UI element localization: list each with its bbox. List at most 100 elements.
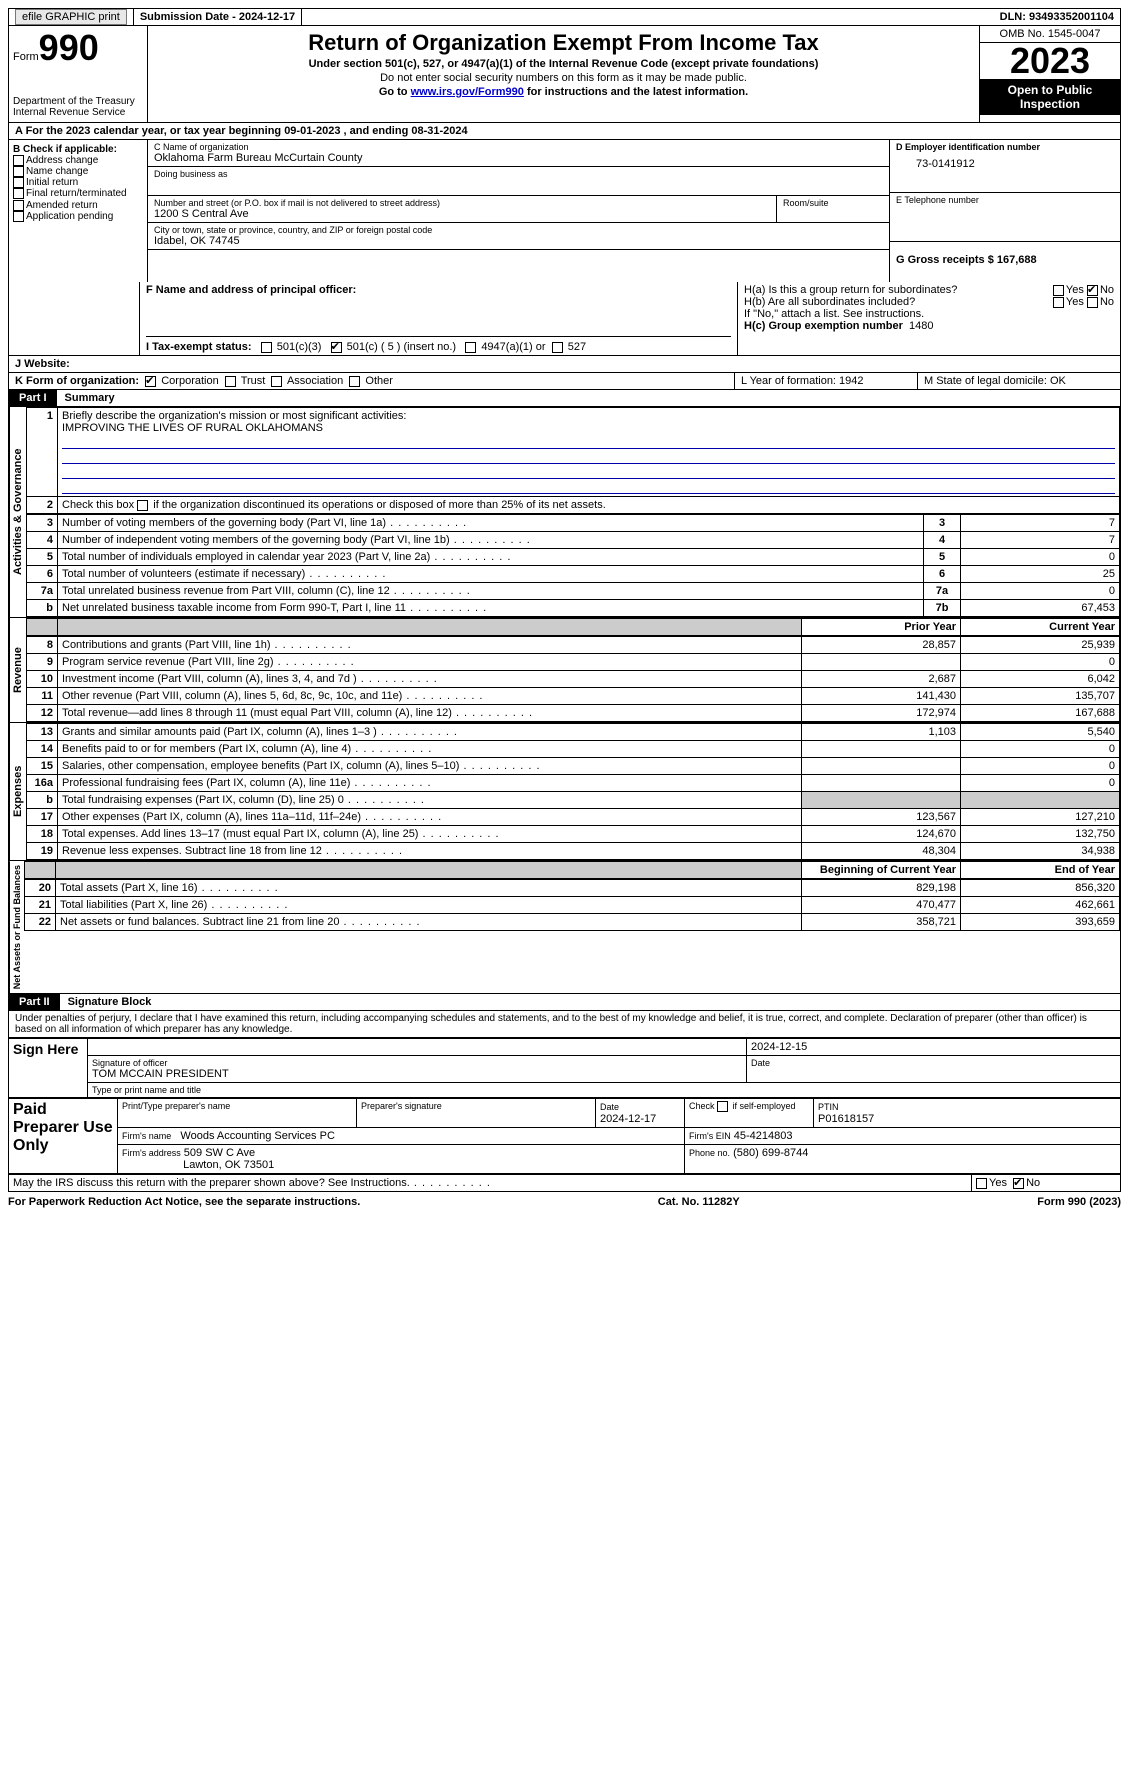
section-governance: Activities & Governance 1 Briefly descri…	[8, 407, 1121, 618]
data-row: 18Total expenses. Add lines 13–17 (must …	[27, 826, 1120, 843]
q1-label: Briefly describe the organization's miss…	[62, 410, 406, 422]
type-label: Type or print name and title	[88, 1083, 1121, 1098]
checkbox-trust[interactable]	[225, 376, 236, 387]
firm-addr2: Lawton, OK 73501	[183, 1159, 274, 1171]
submission-date: Submission Date - 2024-12-17	[134, 9, 302, 25]
checkbox-hb-yes[interactable]	[1053, 297, 1064, 308]
data-row: 12Total revenue—add lines 8 through 11 (…	[27, 705, 1120, 722]
footer-mid: Cat. No. 11282Y	[658, 1196, 740, 1208]
firm-name: Woods Accounting Services PC	[180, 1130, 334, 1142]
tax-year: 2023	[980, 43, 1120, 79]
box-j: J Website:	[9, 356, 1120, 372]
data-row: 20Total assets (Part X, line 16)829,1988…	[25, 880, 1120, 897]
gov-row: bNet unrelated business taxable income f…	[27, 600, 1120, 617]
sig-date: 2024-12-15	[747, 1039, 1121, 1056]
data-row: bTotal fundraising expenses (Part IX, co…	[27, 792, 1120, 809]
box-b-title: B Check if applicable:	[13, 144, 143, 155]
checkbox-discontinued[interactable]	[137, 500, 148, 511]
col-prior: Prior Year	[802, 619, 961, 636]
q2-label: Check this box if the organization disco…	[58, 497, 1120, 514]
part1-header: Part I Summary	[8, 390, 1121, 407]
gov-row: 3Number of voting members of the governi…	[27, 515, 1120, 532]
section-netassets: Net Assets or Fund Balances Beginning of…	[8, 861, 1121, 994]
checkbox-address[interactable]	[13, 155, 24, 166]
box-i-label: I Tax-exempt status:	[146, 341, 252, 353]
data-row: 9Program service revenue (Part VIII, lin…	[27, 654, 1120, 671]
firm-ein: 45-4214803	[734, 1130, 793, 1142]
footer-right: Form 990 (2023)	[1037, 1196, 1121, 1208]
form-header: Form990 Department of the Treasury Inter…	[8, 26, 1121, 123]
tel-label: E Telephone number	[896, 195, 1114, 205]
signature-block: Sign Here 2024-12-15 Signature of office…	[8, 1038, 1121, 1192]
form-number: 990	[39, 27, 99, 68]
data-row: 21Total liabilities (Part X, line 26)470…	[25, 897, 1120, 914]
street-label: Number and street (or P.O. box if mail i…	[154, 198, 770, 208]
form-title: Return of Organization Exempt From Incom…	[156, 30, 971, 56]
checkbox-corp[interactable]	[145, 376, 156, 387]
checkbox-pending[interactable]	[13, 211, 24, 222]
prep-date: 2024-12-17	[600, 1113, 656, 1125]
checkbox-assoc[interactable]	[271, 376, 282, 387]
checkbox-501c[interactable]	[331, 342, 342, 353]
dln: DLN: 93493352001104	[994, 9, 1120, 25]
block-bcd: B Check if applicable: Address change Na…	[8, 140, 1121, 282]
checkbox-501c3[interactable]	[261, 342, 272, 353]
box-m: M State of legal domicile: OK	[918, 373, 1120, 389]
org-name-label: C Name of organization	[154, 142, 883, 152]
col-current: Current Year	[961, 619, 1120, 636]
checkbox-amended[interactable]	[13, 200, 24, 211]
gov-row: 4Number of independent voting members of…	[27, 532, 1120, 549]
block-fh: F Name and address of principal officer:…	[8, 282, 1121, 356]
data-row: 17Other expenses (Part IX, column (A), l…	[27, 809, 1120, 826]
room-label: Room/suite	[783, 198, 883, 208]
part2-title: Signature Block	[60, 994, 160, 1010]
checkbox-ha-yes[interactable]	[1053, 285, 1064, 296]
gov-row: 7aTotal unrelated business revenue from …	[27, 583, 1120, 600]
col-beginning: Beginning of Current Year	[802, 862, 961, 879]
checkbox-ha-no[interactable]	[1087, 285, 1098, 296]
checkbox-4947[interactable]	[465, 342, 476, 353]
checkbox-name[interactable]	[13, 166, 24, 177]
box-l: L Year of formation: 1942	[735, 373, 918, 389]
checkbox-discuss-yes[interactable]	[976, 1178, 987, 1189]
data-row: 10Investment income (Part VIII, column (…	[27, 671, 1120, 688]
data-row: 19Revenue less expenses. Subtract line 1…	[27, 843, 1120, 860]
data-row: 14Benefits paid to or for members (Part …	[27, 741, 1120, 758]
paid-preparer: Paid Preparer Use Only	[9, 1099, 118, 1174]
checkbox-hb-no[interactable]	[1087, 297, 1098, 308]
line-a: A For the 2023 calendar year, or tax yea…	[8, 123, 1121, 140]
checkbox-527[interactable]	[552, 342, 563, 353]
city-value: Idabel, OK 74745	[154, 235, 883, 247]
declaration: Under penalties of perjury, I declare th…	[8, 1011, 1121, 1038]
checkbox-other[interactable]	[349, 376, 360, 387]
data-row: 13Grants and similar amounts paid (Part …	[27, 724, 1120, 741]
box-f: F Name and address of principal officer:	[146, 284, 731, 296]
part2-header: Part II Signature Block	[8, 994, 1121, 1011]
checkbox-final[interactable]	[13, 188, 24, 199]
data-row: 22Net assets or fund balances. Subtract …	[25, 914, 1120, 931]
footer-left: For Paperwork Reduction Act Notice, see …	[8, 1196, 360, 1208]
prep-sig-label: Preparer's signature	[357, 1099, 596, 1128]
irs-link[interactable]: www.irs.gov/Form990	[411, 86, 524, 98]
vert-netassets: Net Assets or Fund Balances	[9, 861, 24, 993]
ein-label: D Employer identification number	[896, 142, 1114, 152]
h-note: If "No," attach a list. See instructions…	[744, 308, 1114, 320]
discuss-label: May the IRS discuss this return with the…	[13, 1177, 410, 1189]
data-row: 8Contributions and grants (Part VIII, li…	[27, 637, 1120, 654]
irs-label: Internal Revenue Service	[13, 107, 143, 118]
street-value: 1200 S Central Ave	[154, 208, 770, 220]
checkbox-self-employed[interactable]	[717, 1101, 728, 1112]
open-inspection: Open to Public Inspection	[980, 79, 1120, 115]
vert-revenue: Revenue	[9, 618, 26, 722]
mission-text: IMPROVING THE LIVES OF RURAL OKLAHOMANS	[62, 422, 323, 434]
part2-badge: Part II	[9, 994, 60, 1010]
data-row: 15Salaries, other compensation, employee…	[27, 758, 1120, 775]
goto-pre: Go to	[379, 86, 411, 98]
efile-button[interactable]: efile GRAPHIC print	[15, 9, 127, 25]
gov-row: 5Total number of individuals employed in…	[27, 549, 1120, 566]
ptin: P01618157	[818, 1113, 874, 1125]
section-revenue: Revenue Prior Year Current Year 8Contrib…	[8, 618, 1121, 723]
checkbox-initial[interactable]	[13, 177, 24, 188]
checkbox-discuss-no[interactable]	[1013, 1178, 1024, 1189]
prep-name-label: Print/Type preparer's name	[118, 1099, 357, 1128]
